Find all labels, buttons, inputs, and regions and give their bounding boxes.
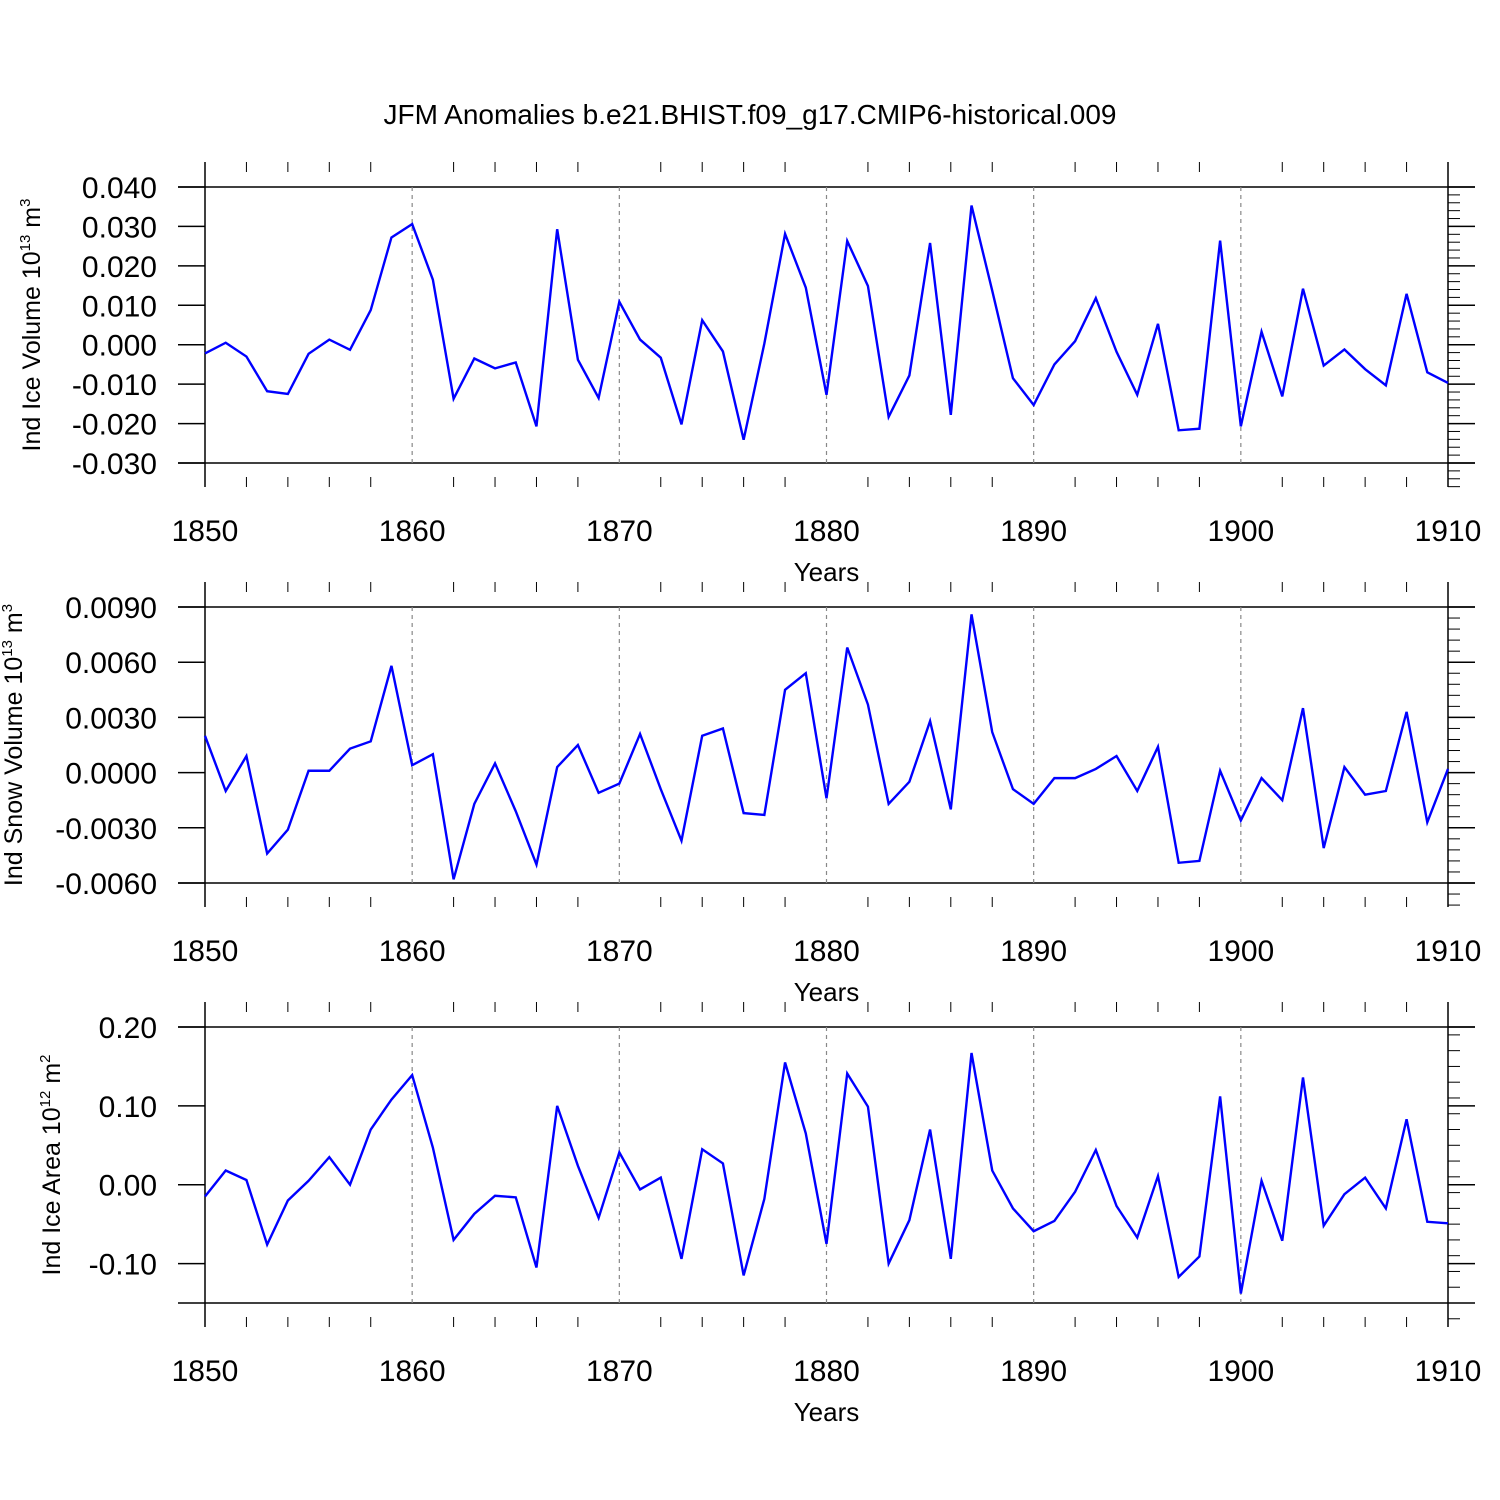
x-tick-label: 1910 <box>1415 515 1482 548</box>
x-tick-label: 1890 <box>1000 935 1067 968</box>
x-tick-label: 1870 <box>586 515 653 548</box>
y-tick-label: 0.0090 <box>65 592 157 625</box>
y-axis-label-text: m <box>38 1063 66 1091</box>
y-axis-label-text: m <box>18 207 46 235</box>
y-axis-label-text: Ind Ice Area 10 <box>38 1107 66 1275</box>
x-tick-label: 1890 <box>1000 1355 1067 1388</box>
x-tick-label: 1880 <box>793 515 860 548</box>
panel-snow-volume: -0.0060 -0.0030 0.0000 0.0030 0.0060 0.0090 18… <box>0 582 1481 1007</box>
y-axis-label-superscript: 2 <box>37 1055 54 1063</box>
panel-ice-volume: -0.030 -0.020 -0.010 0.000 0.010 0.020 0.030 0.… <box>17 162 1481 587</box>
y-tick-label: 0.040 <box>82 172 157 205</box>
x-tick-label: 1890 <box>1000 515 1067 548</box>
x-tick-label: 1900 <box>1207 935 1274 968</box>
y-tick-label: -0.0060 <box>55 868 157 901</box>
y-tick-label: -0.010 <box>72 369 157 402</box>
y-axis-label-text: Ind Ice Volume 10 <box>18 251 46 451</box>
y-axis-label-text: Ind Snow Volume 10 <box>0 657 28 886</box>
y-axis-label-superscript: 3 <box>0 604 16 612</box>
x-tick-label: 1910 <box>1415 1355 1482 1388</box>
y-tick-label: -0.020 <box>72 409 157 442</box>
x-tick-label: 1850 <box>172 935 239 968</box>
y-tick-label: 0.030 <box>82 211 157 244</box>
x-tick-label: 1870 <box>586 1355 653 1388</box>
y-tick-label: 0.000 <box>82 330 157 363</box>
y-axis-label-text: m <box>0 612 28 640</box>
y-tick-label: 0.010 <box>82 290 157 323</box>
chart-title: JFM Anomalies b.e21.BHIST.f09_g17.CMIP6-… <box>383 99 1116 130</box>
series-line <box>203 614 1450 880</box>
y-tick-label: 0.20 <box>99 1012 157 1045</box>
y-tick-label: -0.030 <box>72 448 157 481</box>
x-axis-label: Years <box>794 557 860 587</box>
y-tick-label: 0.0060 <box>65 647 157 680</box>
y-tick-label: 0.10 <box>99 1091 157 1124</box>
x-axis-label: Years <box>794 1397 860 1427</box>
y-axis-label-superscript: 13 <box>0 640 16 657</box>
x-tick-label: 1910 <box>1415 935 1482 968</box>
x-tick-label: 1860 <box>379 1355 446 1388</box>
panel-ice-area: -0.10 0.00 0.10 0.20 1850 1860 1870 1880 1890 190… <box>37 1002 1481 1427</box>
series-line <box>204 1052 1449 1294</box>
x-tick-label: 1900 <box>1207 515 1274 548</box>
y-tick-label: 0.00 <box>99 1170 157 1203</box>
x-tick-label: 1880 <box>793 1355 860 1388</box>
series-line <box>204 205 1449 441</box>
y-tick-label: 0.0030 <box>65 702 157 735</box>
y-axis-label: Ind Ice Volume 1013 m3 <box>17 199 46 452</box>
x-tick-label: 1880 <box>793 935 860 968</box>
y-axis-label: Ind Snow Volume 1013 m3 <box>0 604 28 886</box>
y-tick-label: 0.0000 <box>65 758 157 791</box>
x-tick-label: 1860 <box>379 935 446 968</box>
y-tick-label: 0.020 <box>82 251 157 284</box>
y-axis-label: Ind Ice Area 1012 m2 <box>37 1055 66 1276</box>
x-tick-label: 1850 <box>172 1355 239 1388</box>
y-axis-label-superscript: 13 <box>17 235 34 252</box>
x-tick-label: 1900 <box>1207 1355 1274 1388</box>
x-tick-label: 1850 <box>172 515 239 548</box>
y-tick-label: -0.10 <box>89 1249 157 1282</box>
y-axis-label-superscript: 12 <box>37 1091 54 1108</box>
x-tick-label: 1860 <box>379 515 446 548</box>
y-tick-label: -0.0030 <box>55 813 157 846</box>
x-tick-label: 1870 <box>586 935 653 968</box>
x-axis-label: Years <box>794 977 860 1007</box>
y-axis-label-superscript: 3 <box>17 199 34 207</box>
chart-panels: -0.030 -0.020 -0.010 0.000 0.010 0.020 0.030 0.… <box>0 162 1481 1427</box>
